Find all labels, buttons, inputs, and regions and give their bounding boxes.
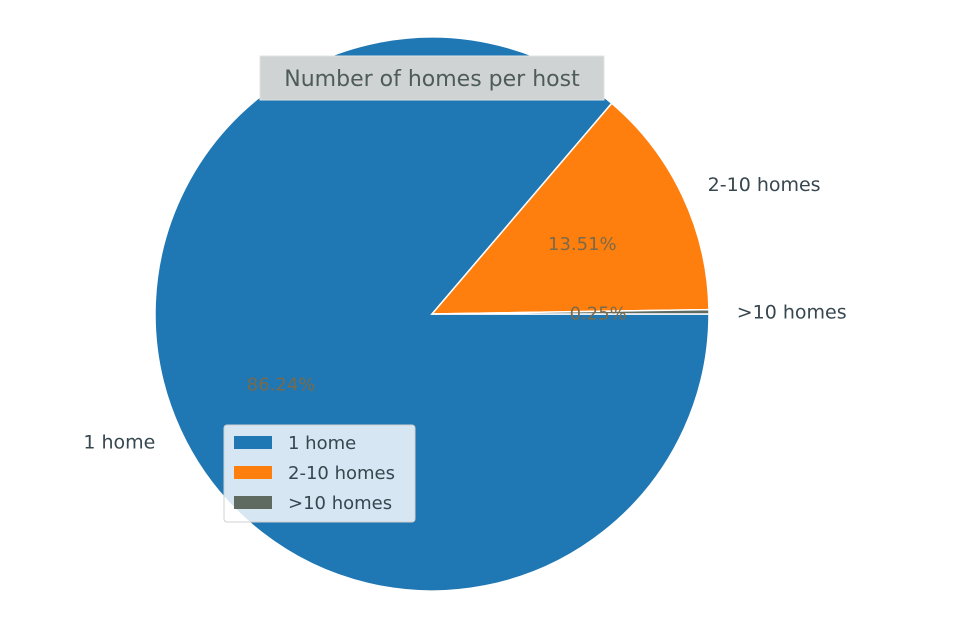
chart-title-text: Number of homes per host (284, 67, 580, 92)
category-labels: 1 home 2-10 homes >10 homes (83, 174, 846, 453)
category-label-1-home: 1 home (83, 432, 155, 454)
chart-title: Number of homes per host (259, 55, 605, 101)
legend-label-gt10-homes: >10 homes (288, 493, 392, 514)
chart-title-box (259, 55, 605, 101)
category-label-gt10-homes: >10 homes (737, 302, 847, 324)
category-label-2-10-homes: 2-10 homes (708, 174, 821, 196)
pie-slice-2-10-homes (430, 102, 710, 315)
legend: 1 home 2-10 homes >10 homes (223, 424, 416, 523)
percentage-label-2-10-homes: 13.51% (548, 234, 617, 255)
legend-swatch-1-home (234, 436, 272, 449)
legend-swatch-2-10-homes (234, 466, 272, 479)
legend-label-1-home: 1 home (288, 433, 356, 454)
percentage-labels: 86.24% 13.51% 0.25% (247, 234, 627, 395)
percentage-label-gt10-homes: 0.25% (570, 304, 627, 325)
percentage-label-1-home: 86.24% (247, 375, 316, 396)
legend-label-2-10-homes: 2-10 homes (288, 463, 395, 484)
pie-slice-gt10-homes (431, 308, 710, 315)
legend-swatch-gt10-homes (234, 496, 272, 509)
